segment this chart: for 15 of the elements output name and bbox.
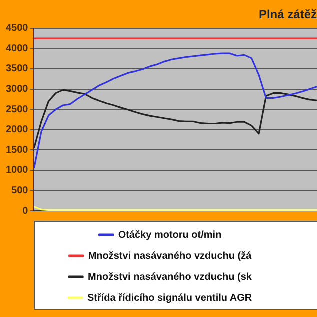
- y-tick-label: 500: [12, 185, 29, 196]
- legend-label: Množstvi nasávaného vzduchu (sk: [88, 272, 252, 283]
- y-tick-label: 3500: [6, 64, 29, 75]
- y-tick-label: 0: [22, 206, 29, 217]
- y-tick-label: 2500: [6, 104, 29, 116]
- y-tick-label: 1000: [6, 165, 29, 176]
- y-tick-label: 3000: [6, 84, 29, 96]
- y-tick-label: 1500: [6, 144, 29, 156]
- legend-label: Množstvi nasávaného vzduchu (žá: [88, 250, 252, 262]
- chart-title: Plná zátěž: [258, 8, 317, 22]
- y-tick-label: 2000: [6, 124, 29, 136]
- legend-label: Střída řídicího signálu ventilu AGR: [87, 292, 253, 304]
- legend-label: Otáčky motoru ot/min: [118, 230, 222, 241]
- y-tick-label: 4000: [6, 43, 29, 54]
- y-tick-label: 4500: [6, 23, 29, 34]
